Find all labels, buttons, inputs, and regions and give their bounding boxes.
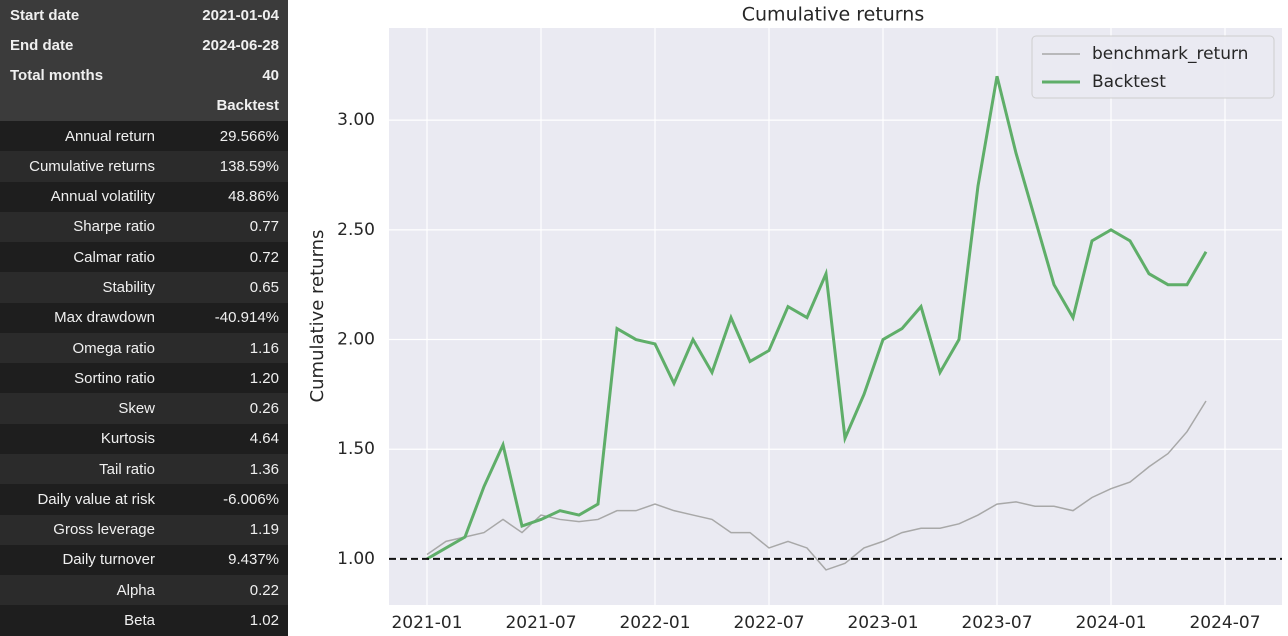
metric-row: Daily turnover 9.437% [0,545,288,575]
row-value: 2021-01-04 [202,6,279,24]
y-tick-label: 2.50 [337,220,375,240]
x-tick-label: 2022-01 [619,613,690,633]
summary-row: Start date 2021-01-04 [0,0,288,31]
row-value: 1.19 [249,521,279,539]
row-value: 0.22 [249,581,279,599]
metric-row: Gross leverage 1.19 [0,514,288,545]
series-line [426,75,1208,561]
y-tick-label: 2.00 [337,330,375,350]
stats-table: Start date 2021-01-04 End date 2024-06-28 To… [0,0,288,636]
summary-row: Total months 40 [0,60,288,91]
row-value: -6.006% [223,490,279,508]
row-label: Omega ratio [72,339,155,357]
y-tick-label: 1.50 [337,439,375,459]
row-value: 1.20 [249,369,279,387]
metric-row: Omega ratio 1.16 [0,332,288,364]
row-value: 29.566% [219,127,279,145]
row-label: Sortino ratio [74,369,155,387]
metric-row: Sharpe ratio 0.77 [0,211,288,243]
row-value: 2024-06-28 [202,36,279,54]
metric-row: Kurtosis 4.64 [0,424,288,454]
metric-row: Stability 0.65 [0,272,288,303]
row-label: Tail ratio [99,460,155,478]
x-tick-label: 2024-07 [1189,613,1260,633]
metric-row: Skew 0.26 [0,393,288,424]
plot-area [389,28,1282,605]
chart: Cumulative returns Cumulative returns 1.… [307,4,1282,633]
metric-row: Max drawdown -40.914% [0,303,288,333]
legend-box [1031,35,1275,99]
y-tick-label: 1.00 [337,549,375,569]
x-tick-label: 2023-07 [961,613,1032,633]
row-label: Cumulative returns [29,157,155,175]
row-label: Max drawdown [54,309,155,327]
row-value: 138.59% [219,157,279,175]
row-value: 1.36 [249,460,279,478]
row-value: 1.02 [249,611,279,629]
legend-label: Backtest [1092,72,1166,92]
metric-row: Daily value at risk -6.006% [0,484,288,514]
row-label: Annual volatility [50,188,155,206]
metric-row: Cumulative returns 138.59% [0,151,288,182]
row-label: Daily turnover [62,551,155,569]
row-value: 9.437% [228,551,279,569]
chart-title: Cumulative returns [742,4,924,26]
row-value: 4.64 [249,430,279,448]
row-label: Total months [10,67,104,85]
metric-row: Annual return 29.566% [0,121,288,151]
row-label: Gross leverage [53,521,155,539]
row-value: 40 [262,67,279,85]
metric-row: Sortino ratio 1.20 [0,363,288,393]
row-label: Daily value at risk [37,490,155,508]
row-label: Skew [118,400,155,418]
row-value: 0.77 [249,218,279,236]
metric-row: Alpha 0.22 [0,575,288,606]
x-tick-label: 2024-01 [1075,613,1146,633]
metric-row: Calmar ratio 0.72 [0,242,288,272]
row-value: 0.26 [249,400,279,418]
row-label: Alpha [116,581,155,599]
x-tick-label: 2021-07 [505,613,576,633]
metric-row: Beta 1.02 [0,605,288,635]
metric-row: Annual volatility 48.86% [0,182,288,212]
row-value: 0.65 [249,279,279,297]
row-label: Start date [10,6,80,24]
row-label: Sharpe ratio [73,218,155,236]
series-line [426,400,1207,571]
row-label: Kurtosis [100,430,155,448]
row-label: Stability [102,279,155,297]
x-tick-label: 2021-01 [391,613,462,633]
legend-label: benchmark_return [1092,44,1248,64]
row-value: 48.86% [228,188,279,206]
x-tick-label: 2023-01 [847,613,918,633]
header-row: Backtest [0,90,288,122]
row-value: 0.72 [249,248,279,266]
metric-row: Tail ratio 1.36 [0,453,288,485]
column-header: Backtest [216,97,279,115]
y-axis-label: Cumulative returns [307,230,328,403]
y-tick-label: 3.00 [337,110,375,130]
row-label: Annual return [64,127,155,145]
row-value: -40.914% [214,309,279,327]
row-label: End date [10,36,74,54]
row-label: Beta [124,611,155,629]
summary-row: End date 2024-06-28 [0,30,288,61]
row-label: Calmar ratio [73,248,155,266]
row-value: 1.16 [249,339,279,357]
x-tick-label: 2022-07 [733,613,804,633]
